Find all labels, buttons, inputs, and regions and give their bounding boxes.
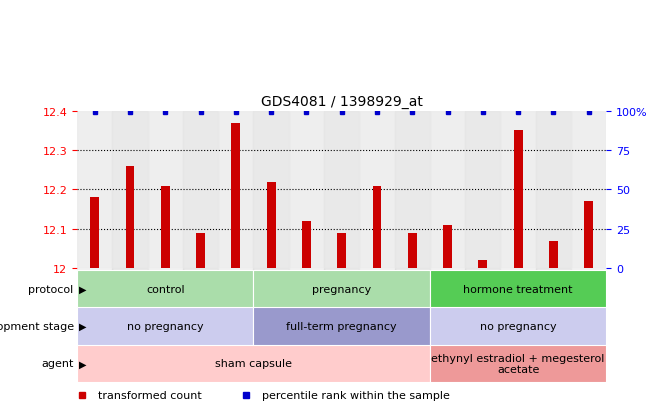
- Bar: [289, 268, 324, 324]
- Bar: [113, 112, 147, 268]
- Bar: [267, 182, 275, 268]
- Text: GSM796400: GSM796400: [373, 270, 381, 324]
- Bar: [324, 268, 359, 324]
- Bar: [90, 198, 99, 268]
- Text: ▶: ▶: [79, 321, 86, 331]
- Bar: [77, 271, 253, 308]
- Text: development stage: development stage: [0, 321, 74, 331]
- Text: ethynyl estradiol + megesterol
acetate: ethynyl estradiol + megesterol acetate: [431, 353, 605, 374]
- Text: full-term pregnancy: full-term pregnancy: [286, 321, 397, 331]
- Text: GSM796396: GSM796396: [231, 270, 241, 325]
- Text: percentile rank within the sample: percentile rank within the sample: [263, 390, 450, 401]
- Text: GSM796401: GSM796401: [408, 270, 417, 324]
- Text: GSM796397: GSM796397: [267, 270, 275, 325]
- Text: GSM796402: GSM796402: [443, 270, 452, 324]
- Bar: [571, 112, 606, 268]
- Bar: [302, 221, 311, 268]
- Bar: [536, 112, 571, 268]
- Text: GSM796399: GSM796399: [337, 270, 346, 325]
- Bar: [231, 123, 241, 268]
- Bar: [77, 308, 253, 345]
- Text: agent: agent: [42, 358, 74, 368]
- Bar: [218, 112, 253, 268]
- Bar: [584, 202, 593, 268]
- Text: GSM796394: GSM796394: [161, 270, 170, 324]
- Bar: [500, 268, 536, 324]
- Bar: [147, 268, 183, 324]
- Text: GSM796395: GSM796395: [196, 270, 205, 325]
- Text: GSM796398: GSM796398: [302, 270, 311, 325]
- Text: hormone treatment: hormone treatment: [464, 284, 573, 294]
- Text: protocol: protocol: [28, 284, 74, 294]
- Bar: [161, 186, 170, 268]
- Bar: [147, 112, 183, 268]
- Bar: [77, 112, 113, 268]
- Bar: [430, 345, 606, 382]
- Bar: [395, 268, 430, 324]
- Bar: [196, 233, 205, 268]
- Bar: [77, 345, 430, 382]
- Bar: [113, 268, 147, 324]
- Bar: [183, 112, 218, 268]
- Text: transformed count: transformed count: [98, 390, 202, 401]
- Bar: [359, 268, 395, 324]
- Bar: [514, 131, 523, 268]
- Text: control: control: [146, 284, 184, 294]
- Bar: [253, 112, 289, 268]
- Bar: [536, 268, 571, 324]
- Bar: [324, 112, 359, 268]
- Text: ▶: ▶: [79, 358, 86, 368]
- Bar: [253, 308, 430, 345]
- Bar: [465, 112, 500, 268]
- Bar: [571, 268, 606, 324]
- Bar: [395, 112, 430, 268]
- Bar: [253, 268, 289, 324]
- Text: GSM796392: GSM796392: [90, 270, 99, 324]
- Text: GSM796404: GSM796404: [514, 270, 523, 324]
- Text: GSM796406: GSM796406: [584, 270, 593, 324]
- Bar: [183, 268, 218, 324]
- Text: no pregnancy: no pregnancy: [480, 321, 557, 331]
- Title: GDS4081 / 1398929_at: GDS4081 / 1398929_at: [261, 95, 423, 109]
- Bar: [77, 268, 113, 324]
- Text: GSM796405: GSM796405: [549, 270, 558, 324]
- Bar: [430, 112, 465, 268]
- Bar: [443, 225, 452, 268]
- Text: GSM796403: GSM796403: [478, 270, 487, 324]
- Bar: [430, 308, 606, 345]
- Bar: [253, 271, 430, 308]
- Bar: [430, 268, 465, 324]
- Bar: [478, 261, 487, 268]
- Text: pregnancy: pregnancy: [312, 284, 371, 294]
- Bar: [218, 268, 253, 324]
- Bar: [500, 112, 536, 268]
- Bar: [373, 186, 381, 268]
- Bar: [337, 233, 346, 268]
- Text: ▶: ▶: [79, 284, 86, 294]
- Bar: [549, 241, 558, 268]
- Bar: [430, 271, 606, 308]
- Bar: [465, 268, 500, 324]
- Text: no pregnancy: no pregnancy: [127, 321, 204, 331]
- Text: GSM796393: GSM796393: [125, 270, 135, 325]
- Bar: [125, 166, 135, 268]
- Bar: [289, 112, 324, 268]
- Text: sham capsule: sham capsule: [215, 358, 292, 368]
- Bar: [359, 112, 395, 268]
- Bar: [408, 233, 417, 268]
